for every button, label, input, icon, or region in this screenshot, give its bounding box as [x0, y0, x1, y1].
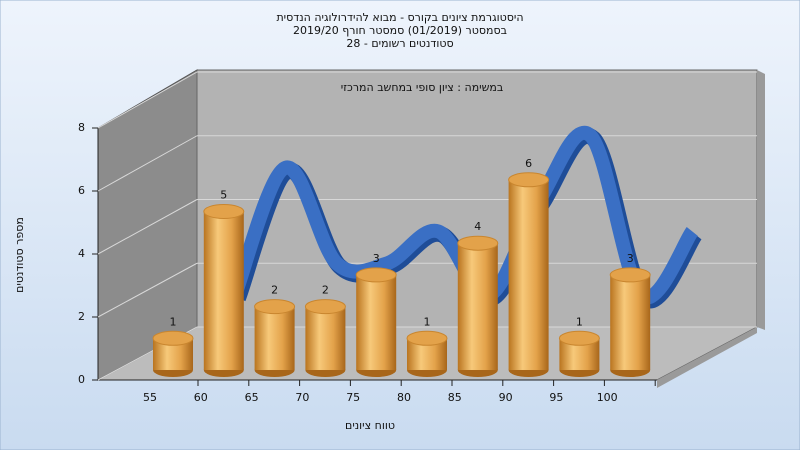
- y-tick-label: 8: [78, 121, 85, 134]
- bar: [610, 274, 651, 370]
- x-tick-label: 95: [549, 391, 563, 404]
- title-line: היסטוגרמת ציונים בקורס - מבוא להידרולוגי…: [276, 11, 523, 24]
- y-tick-label: 2: [78, 310, 85, 323]
- x-tick-label: 60: [194, 391, 208, 404]
- value-label: 3: [373, 252, 380, 265]
- bar-top: [254, 299, 296, 315]
- value-label: 1: [576, 315, 583, 328]
- bar: [457, 243, 498, 370]
- bar: [508, 179, 549, 370]
- x-tick-label: 70: [295, 391, 309, 404]
- subtitle: במשימה : ציון סופי במחשב המרכזי: [341, 81, 504, 94]
- value-label: 3: [627, 252, 634, 265]
- y-tick-label: 4: [78, 247, 85, 260]
- x-tick-label: 80: [397, 391, 411, 404]
- wall-edge: [757, 70, 765, 330]
- value-label: 1: [170, 315, 177, 328]
- bar-top: [355, 267, 397, 283]
- value-label: 2: [322, 284, 329, 297]
- x-tick-label: 85: [448, 391, 462, 404]
- floor-edge: [657, 327, 757, 388]
- value-label: 6: [525, 157, 532, 170]
- bar-top: [406, 330, 448, 346]
- value-label: 2: [271, 284, 278, 297]
- bar-top: [558, 330, 600, 346]
- value-label: 1: [424, 315, 431, 328]
- x-tick-label: 90: [499, 391, 513, 404]
- x-tick-label: 75: [346, 391, 360, 404]
- value-label: 5: [220, 189, 227, 202]
- x-tick-label: 100: [597, 391, 618, 404]
- grid-line: [97, 71, 198, 129]
- bar: [356, 274, 397, 370]
- bar-top: [152, 330, 194, 346]
- title-line: בסמסטר (01/2019) סמסטר חורף 2019/20: [293, 24, 507, 37]
- bar: [254, 306, 295, 370]
- x-tick-label: 55: [143, 391, 157, 404]
- bar-top: [203, 204, 245, 219]
- bar: [203, 211, 244, 370]
- bar-top: [508, 172, 550, 188]
- bar-group: 1 5 2 2 3 1 4 6 1 3: [152, 157, 651, 377]
- grid-line: [97, 262, 198, 318]
- bar-top: [304, 299, 346, 315]
- y-axis-label: מספר סטודנטים: [13, 217, 26, 293]
- y-tick-label: 0: [78, 373, 85, 386]
- bar: [305, 306, 346, 370]
- grid-line: [97, 199, 198, 255]
- y-tick-label: 6: [78, 184, 85, 197]
- x-tick-label: 65: [245, 391, 259, 404]
- grid: [97, 71, 757, 381]
- value-label: 4: [474, 220, 481, 233]
- bar-top: [609, 267, 651, 283]
- grid-line: [97, 135, 198, 192]
- title-line: סטודנטים רשומים - 28: [346, 37, 453, 50]
- x-axis-label: טווח ציונים: [345, 419, 395, 432]
- bar-top: [457, 235, 499, 251]
